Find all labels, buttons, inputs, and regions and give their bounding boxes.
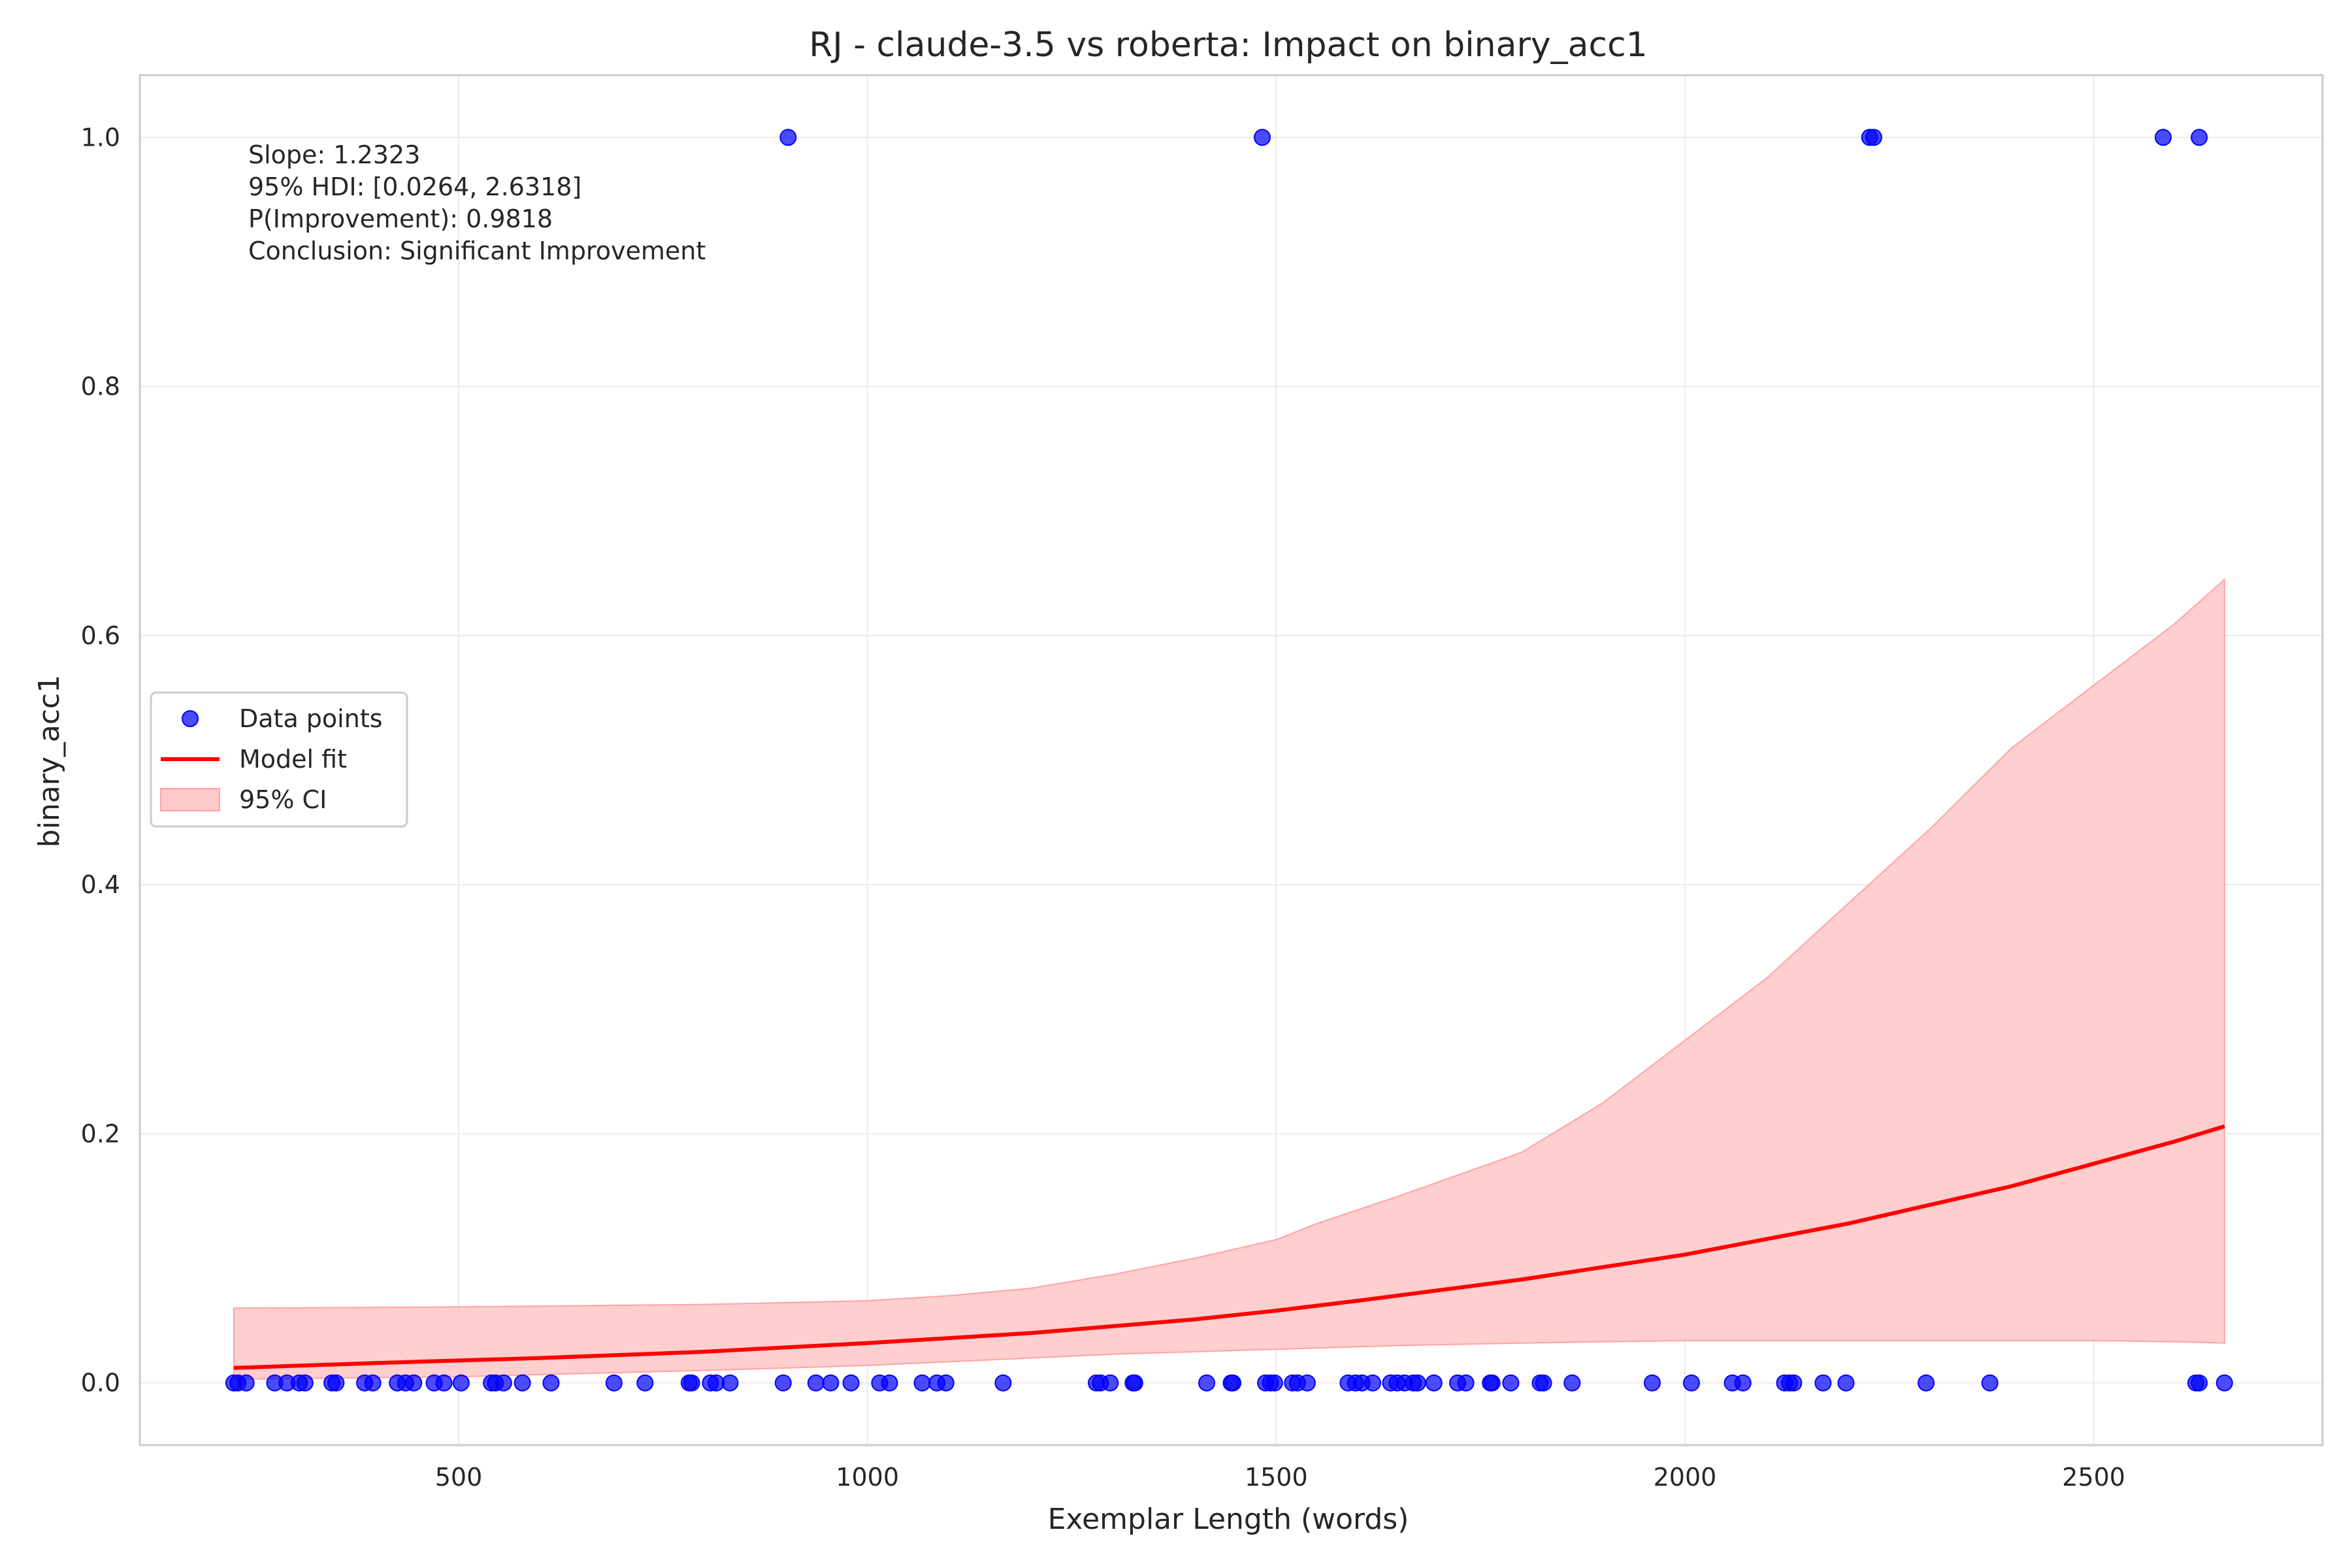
data-point <box>1102 1374 1119 1392</box>
data-point <box>1224 1374 1241 1392</box>
data-point <box>2155 129 2172 146</box>
legend: Data points Model fit 95% CI <box>150 691 408 828</box>
chart-title: RJ - claude-3.5 vs roberta: Impact on bi… <box>809 25 1648 65</box>
data-point <box>842 1374 860 1392</box>
legend-label-ci: 95% CI <box>239 785 327 814</box>
data-point <box>1837 1374 1855 1392</box>
data-point <box>2191 129 2208 146</box>
data-point <box>1266 1374 1283 1392</box>
data-point <box>683 1374 700 1392</box>
x-tick-label: 2000 <box>1654 1463 1717 1492</box>
data-point <box>1198 1374 1215 1392</box>
data-point <box>364 1374 382 1392</box>
data-point <box>1535 1374 1552 1392</box>
data-point <box>721 1374 739 1392</box>
data-point <box>495 1374 512 1392</box>
data-point <box>779 129 797 146</box>
data-point <box>1502 1374 1520 1392</box>
data-point <box>405 1374 423 1392</box>
data-point <box>514 1374 531 1392</box>
x-tick-label: 1500 <box>1245 1463 1308 1492</box>
x-tick-label: 2500 <box>2062 1463 2125 1492</box>
legend-label-model-fit: Model fit <box>239 745 347 774</box>
x-tick-label: 500 <box>435 1463 483 1492</box>
data-point <box>237 1374 255 1392</box>
y-tick-label: 1.0 <box>81 123 120 152</box>
data-point <box>937 1374 955 1392</box>
annotation-probability: P(Improvement): 0.9818 <box>248 204 553 233</box>
data-point <box>1981 1374 1999 1392</box>
data-point <box>1425 1374 1443 1392</box>
y-tick-label: 0.2 <box>81 1119 120 1148</box>
data-point <box>452 1374 470 1392</box>
data-point <box>1643 1374 1661 1392</box>
annotation-conclusion: Conclusion: Significant Improvement <box>248 237 706 265</box>
data-point <box>1865 129 1882 146</box>
legend-label-data-points: Data points <box>239 704 383 733</box>
model-fit-layer <box>233 1124 2225 1370</box>
data-point <box>1814 1374 1832 1392</box>
data-point <box>1409 1374 1426 1392</box>
data-point <box>881 1374 898 1392</box>
data-point <box>1126 1374 1143 1392</box>
model-fit-line <box>233 1124 2225 1370</box>
axes-frame <box>139 74 2324 1446</box>
data-point <box>542 1374 560 1392</box>
data-point <box>327 1374 345 1392</box>
tick-labels: 500 1000 1500 2000 2500 0.0 0.2 0.4 0.6 0.8 1.0 <box>81 123 2125 1492</box>
data-point <box>1364 1374 1381 1392</box>
x-axis-label: Exemplar Length (words) <box>1048 1503 1409 1536</box>
annotation-slope: Slope: 1.2323 <box>248 140 420 169</box>
data-point <box>2191 1374 2208 1392</box>
legend-marker-data-points <box>182 710 199 727</box>
data-point <box>1918 1374 1935 1392</box>
axes-border <box>139 74 2324 1446</box>
data-point <box>435 1374 453 1392</box>
data-points-layer <box>225 129 2233 1392</box>
data-point <box>1683 1374 1700 1392</box>
data-point <box>2215 1374 2233 1392</box>
y-tick-label: 0.8 <box>81 372 120 401</box>
stats-annotation: Slope: 1.2323 95% HDI: [0.0264, 2.6318] … <box>248 140 706 265</box>
y-axis-label: binary_acc1 <box>33 675 66 847</box>
annotation-hdi: 95% HDI: [0.0264, 2.6318] <box>248 172 581 201</box>
data-point <box>913 1374 931 1392</box>
ci-band <box>233 578 2225 1380</box>
x-tick-label: 1000 <box>836 1463 899 1492</box>
data-point <box>807 1374 825 1392</box>
data-point <box>1457 1374 1475 1392</box>
data-point <box>605 1374 623 1392</box>
data-point <box>774 1374 792 1392</box>
data-point <box>1563 1374 1581 1392</box>
data-point <box>296 1374 314 1392</box>
data-point <box>1298 1374 1316 1392</box>
legend-marker-ci <box>160 788 220 811</box>
data-point <box>636 1374 654 1392</box>
y-tick-label: 0.0 <box>81 1369 120 1397</box>
data-point <box>1254 129 1271 146</box>
y-tick-label: 0.4 <box>81 870 120 899</box>
data-point <box>1734 1374 1752 1392</box>
data-point <box>1483 1374 1501 1392</box>
data-point <box>1785 1374 1803 1392</box>
data-point <box>994 1374 1012 1392</box>
data-point <box>822 1374 840 1392</box>
y-tick-label: 0.6 <box>81 621 120 650</box>
ci-band-layer <box>233 578 2225 1380</box>
